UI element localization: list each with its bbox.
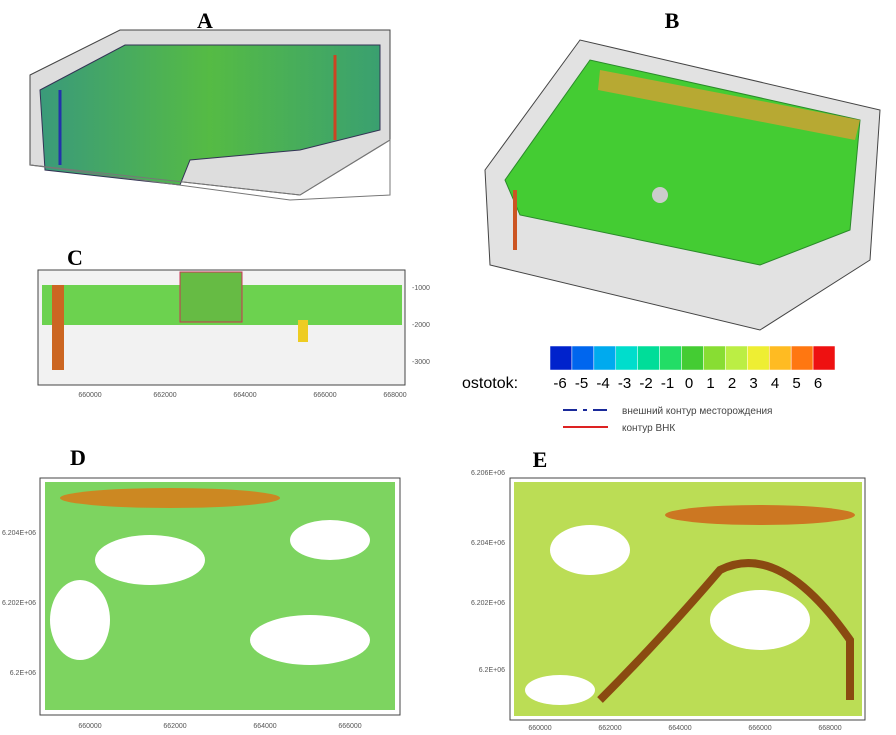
colorbar-tick: -6 [553,375,566,392]
legend: внешний контур месторождения контур ВНК [563,406,772,434]
colorbar-swatch [681,345,704,371]
tick-label: 662000 [153,392,176,399]
colorbar-tick: 0 [685,375,693,392]
panel-e [509,477,866,721]
panel-b [484,39,881,331]
tick-labels: 660000 662000 664000 666000 668000 -1000 -2000… [2,285,842,732]
panel-a [29,29,391,201]
tick-label: 666000 [313,392,336,399]
tick-label: 666000 [748,725,771,732]
tick-label: 660000 [78,723,101,730]
colorbar-swatch [615,345,638,371]
tick-label: 6.204E+06 [471,540,505,547]
tick-label: 6.202E+06 [471,600,505,607]
panel-label: D [70,445,86,470]
colorbar-swatch [703,345,726,371]
tick-label: 6.202E+06 [2,600,36,607]
colorbar-swatch [747,345,770,371]
colorbar-swatch [790,345,814,371]
legend-text: внешний контур месторождения [622,406,772,417]
panel-label: A [197,8,213,33]
tick-label: 660000 [528,725,551,732]
colorbar-tick: -1 [661,375,674,392]
colorbar-tick: -2 [639,375,652,392]
tick-label: 664000 [233,392,256,399]
tick-label: 662000 [598,725,621,732]
tick-label: 6.206E+06 [471,470,505,477]
panel-c [37,269,406,386]
tick-label: 662000 [163,723,186,730]
legend-text: контур ВНК [622,423,675,434]
panel-d [39,477,401,716]
tick-label: -1000 [412,285,430,292]
tick-label: 668000 [383,392,406,399]
colorbar-swatch [593,345,617,371]
tick-label: 6.204E+06 [2,530,36,537]
tick-label: 6.2E+06 [10,670,36,677]
colorbar-tick: 3 [749,375,757,392]
colorbar-swatch [549,345,573,371]
tick-label: 660000 [78,392,101,399]
colorbar-tick: 2 [728,375,736,392]
colorbar-tick: -5 [575,375,588,392]
tick-label: 668000 [818,725,841,732]
colorbar-swatch [725,345,748,371]
colorbar-swatch [812,345,836,371]
panel-label: C [67,245,83,270]
colorbar-tick: -3 [618,375,631,392]
colorbar-tick: 5 [792,375,800,392]
tick-label: -3000 [412,359,430,366]
colorbar: -6 -5 -4 -3 -2 -1 0 1 2 3 4 5 6 [549,345,836,392]
tick-label: 664000 [253,723,276,730]
colorbar-tick: -4 [596,375,609,392]
panel-label: B [665,8,680,33]
colorbar-swatch [571,345,595,371]
tick-label: 664000 [668,725,691,732]
colorbar-tick: 6 [814,375,822,392]
colorbar-tick: 1 [706,375,714,392]
colorbar-tick: 4 [771,375,779,392]
tick-label: 666000 [338,723,361,730]
colorbar-swatch [637,345,660,371]
colorbar-swatch [659,345,682,371]
colorbar-label: ostotok: [462,375,518,392]
panel-label: E [533,447,548,472]
tick-label: -2000 [412,322,430,329]
tick-label: 6.2E+06 [479,667,505,674]
colorbar-swatch [768,345,792,371]
